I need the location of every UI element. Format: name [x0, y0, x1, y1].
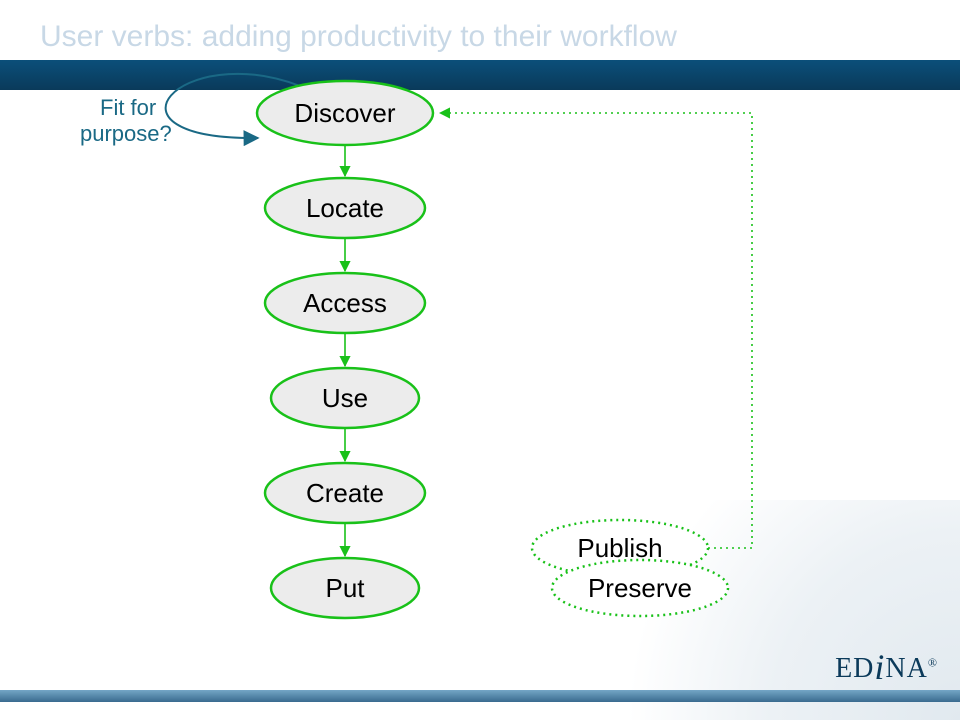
- node-label-publish: Publish: [577, 533, 662, 563]
- nodes-layer: Discover Locate Access Use Create Put Publish P…: [257, 81, 728, 618]
- node-create: Create: [265, 463, 425, 523]
- fit-for-purpose-label: Fit for purpose?: [80, 95, 172, 146]
- node-access: Access: [265, 273, 425, 333]
- slide: User verbs: adding productivity to their…: [0, 0, 960, 720]
- node-label-preserve: Preserve: [588, 573, 692, 603]
- return-path: [440, 113, 752, 548]
- node-use: Use: [271, 368, 419, 428]
- node-label-discover: Discover: [294, 98, 395, 128]
- footer-band: [0, 690, 960, 702]
- annotation-layer: Fit for purpose?: [80, 95, 172, 146]
- node-preserve: Preserve: [552, 560, 728, 616]
- node-label-locate: Locate: [306, 193, 384, 223]
- node-locate: Locate: [265, 178, 425, 238]
- node-label-access: Access: [303, 288, 387, 318]
- return-path-layer: [440, 113, 752, 548]
- edina-logo: EDiNA®: [835, 644, 938, 686]
- node-put: Put: [271, 558, 419, 618]
- node-label-use: Use: [322, 383, 368, 413]
- node-label-put: Put: [325, 573, 365, 603]
- workflow-diagram: Discover Locate Access Use Create Put Publish P…: [0, 0, 960, 720]
- node-label-create: Create: [306, 478, 384, 508]
- node-discover: Discover: [257, 81, 433, 145]
